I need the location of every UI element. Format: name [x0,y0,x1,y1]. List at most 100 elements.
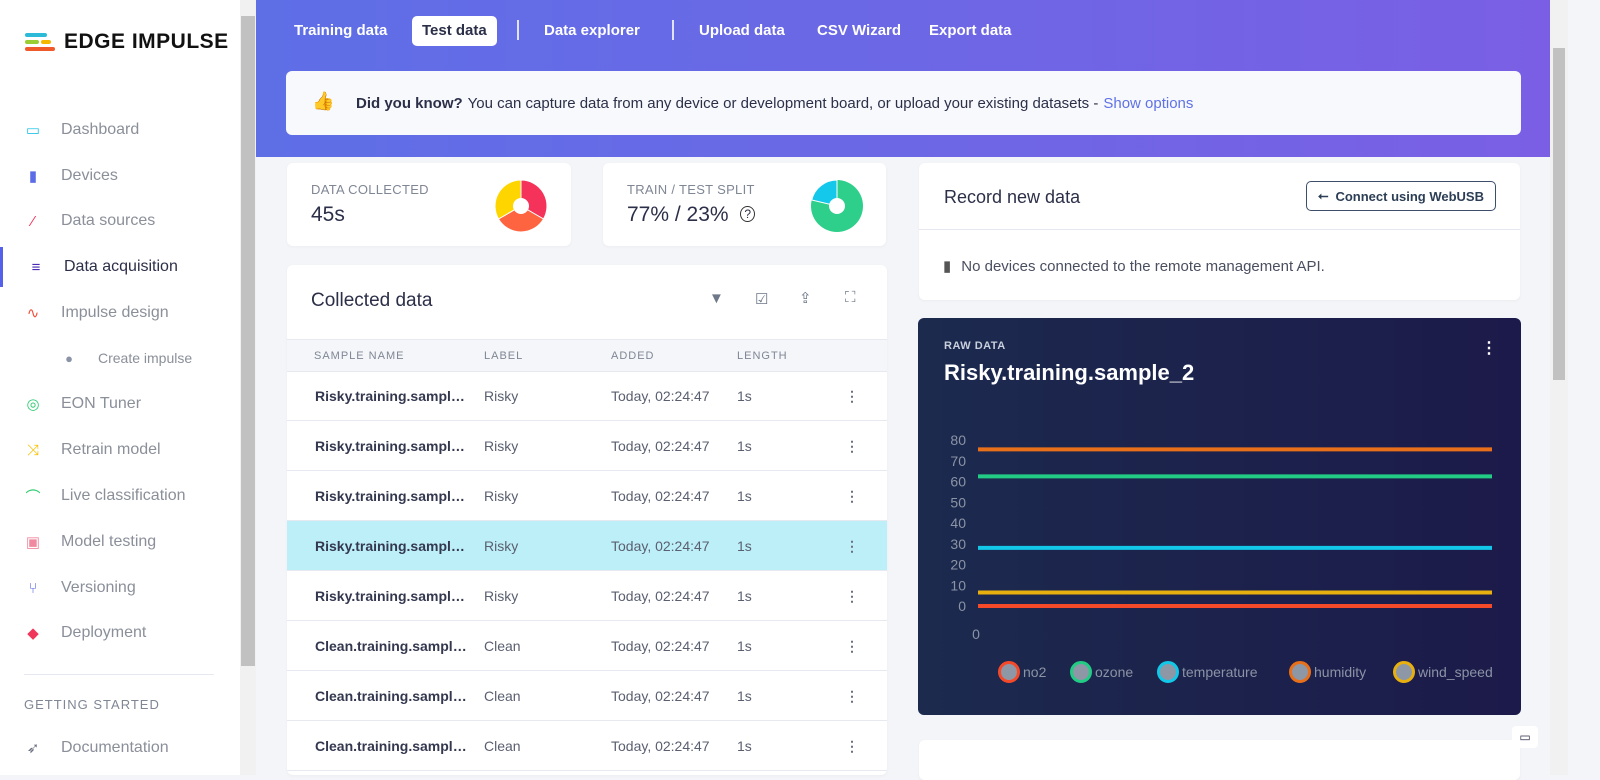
row-menu-icon[interactable]: ⋮ [845,638,859,654]
col-label[interactable]: LABEL [484,350,524,362]
y-tick-label: 10 [950,577,966,593]
sidebar-item-eon-tuner[interactable]: ◎ EON Tuner [0,384,240,424]
col-sample-name[interactable]: SAMPLE NAME [314,350,405,362]
sidebar-item-data-acquisition[interactable]: ≡ Data acquisition [0,247,240,287]
sample-label: Risky [484,388,519,404]
tab-training-data[interactable]: Training data [294,22,388,39]
legend-item-wind_speed[interactable]: wind_speed [1393,661,1493,683]
data-collected-label: DATA COLLECTED [311,182,429,197]
sidebar-item-devices[interactable]: ▮ Devices [0,156,240,196]
legend-item-ozone[interactable]: ozone [1070,661,1133,683]
sidebar-item-live-classification[interactable]: ⌒ Live classification [25,487,186,506]
edge-impulse-logo-icon [25,33,55,51]
row-menu-icon[interactable]: ⋮ [845,738,859,754]
row-menu-icon[interactable]: ⋮ [845,488,859,504]
thumbs-up-icon: 👍 [312,91,335,111]
usb-icon: ⭠ [1318,188,1329,203]
sample-length: 1s [737,488,752,504]
sample-name[interactable]: Clean.training.sample_… [315,688,470,704]
y-tick-label: 60 [950,474,966,490]
tab-export-data[interactable]: Export data [929,22,1012,39]
legend-item-temperature[interactable]: temperature [1157,661,1257,683]
logo[interactable]: EDGE IMPULSE [24,30,229,54]
record-title: Record new data [944,187,1081,207]
sample-label: Clean [484,738,521,754]
sample-added: Today, 02:24:47 [611,438,710,454]
wand-icon: ⁄ [31,212,35,230]
row-menu-icon[interactable]: ⋮ [845,538,859,554]
y-tick-label: 20 [950,557,966,573]
table-row[interactable]: Clean.training.sample_… Clean Today, 02:24… [287,671,887,721]
table-row[interactable]: Risky.training.sample_… Risky Today, 02:24… [287,571,887,621]
sample-added: Today, 02:24:47 [611,538,710,554]
brand-name: EDGE IMPULSE [64,30,229,53]
row-menu-icon[interactable]: ⋮ [845,438,859,454]
sidebar-item-retrain-model[interactable]: ⤨ Retrain model [0,430,240,470]
row-menu-icon[interactable]: ⋮ [845,688,859,704]
table-row[interactable]: Risky.training.sample_… Risky Today, 02:24… [287,471,887,521]
sidebar-item-data-sources[interactable]: ⁄ Data sources [0,201,240,241]
row-menu-icon[interactable]: ⋮ [845,588,859,604]
raw-data-chart: 80 70 60 50 40 30 20 10 00 [950,432,1492,642]
train-test-split-card: TRAIN / TEST SPLIT 77% / 23% ? [603,163,886,246]
dot-icon: ● [65,350,73,366]
tab-csv-wizard[interactable]: CSV Wizard [817,22,902,39]
show-options-link[interactable]: Show options [1103,94,1194,112]
table-row[interactable]: Risky.training.sample_… Risky Today, 02:24… [287,521,887,571]
sample-name[interactable]: Risky.training.sample_… [315,488,470,504]
sample-name[interactable]: Clean.training.sample_… [315,738,470,754]
sample-name[interactable]: Risky.training.sample_… [315,538,470,554]
sample-name[interactable]: Risky.training.sample_… [315,388,470,404]
more-options-icon[interactable]: ⋮ [1481,340,1497,357]
sample-added: Today, 02:24:47 [611,588,710,604]
collected-data-title: Collected data [311,290,433,311]
y-tick-label: 50 [950,494,966,510]
sample-name[interactable]: Risky.training.sample_… [315,438,470,454]
sample-length: 1s [737,688,752,704]
select-checkbox-icon[interactable]: ☑ [755,291,769,308]
y-tick-label: 0 [958,598,966,614]
sidebar-scrollbar[interactable] [240,0,256,775]
col-length[interactable]: LENGTH [737,350,788,362]
legend-item-humidity[interactable]: humidity [1289,661,1366,683]
sample-name[interactable]: Clean.training.sample_… [315,638,470,654]
legend-swatch [1157,661,1179,683]
legend-item-no2[interactable]: no2 [998,661,1046,683]
page-scrollbar[interactable] [1550,0,1568,775]
monitor-icon: ▭ [25,122,41,139]
cube-icon: ◆ [27,625,39,642]
row-menu-icon[interactable]: ⋮ [845,388,859,404]
sidebar-item-create-impulse[interactable]: ● Create impulse [0,338,240,378]
sample-label: Risky [484,538,519,554]
sample-added: Today, 02:24:47 [611,488,710,504]
tab-test-data[interactable]: Test data [412,16,497,46]
sidebar-item-documentation[interactable]: ➶ Documentation [0,728,240,768]
sample-label: Clean [484,638,521,654]
sidebar-item-versioning[interactable]: ⑂ Versioning [0,568,240,608]
tab-upload-data[interactable]: Upload data [699,22,785,39]
sidebar-item-dashboard[interactable]: ▭ Dashboard [25,121,140,139]
connect-webusb-button[interactable]: ⭠ Connect using WebUSB [1306,181,1496,211]
sample-length: 1s [737,588,752,604]
legend-swatch [1393,661,1415,683]
data-collected-value: 45s [311,203,345,226]
sidebar-item-impulse-design[interactable]: ∿ Impulse design [0,293,240,333]
table-row[interactable]: Risky.training.sample_… Risky Today, 02:24… [287,371,887,421]
table-row[interactable]: Clean.training.sample_… Clean Today, 02:24… [287,721,887,771]
upload-icon[interactable]: ⇪ [799,290,812,307]
sample-name[interactable]: Risky.training.sample_… [315,588,470,604]
table-row[interactable]: Clean.training.sample_… Clean Today, 02:24… [287,621,887,671]
help-icon[interactable]: ? [740,206,756,222]
divider [24,674,214,675]
sidebar-item-model-testing[interactable]: ▣ Model testing [25,533,157,551]
filter-icon[interactable]: ▼ [709,290,724,307]
feedback-icon[interactable]: ▭ [1512,726,1538,748]
table-row[interactable]: Risky.training.sample_… Risky Today, 02:24… [287,421,887,471]
col-added[interactable]: ADDED [611,350,655,362]
tab-data-explorer[interactable]: Data explorer [544,22,640,39]
sample-added: Today, 02:24:47 [611,688,710,704]
expand-icon[interactable]: ⛶ [845,289,856,306]
sidebar-item-deployment[interactable]: ◆ Deployment [0,613,240,653]
divider [919,229,1520,230]
label-distribution-pie [494,179,548,233]
